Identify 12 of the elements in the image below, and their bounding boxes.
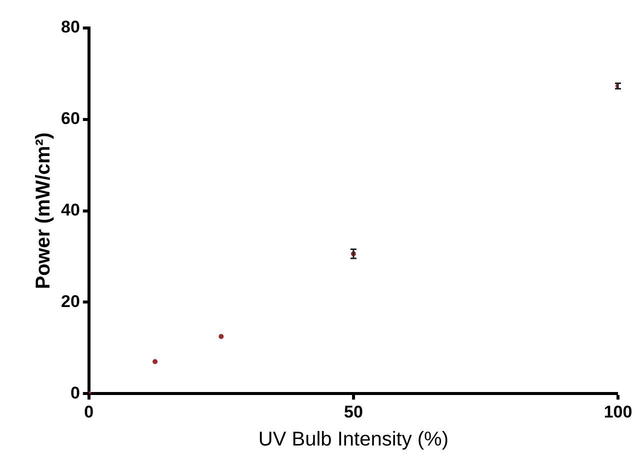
x-tick-label: 0 [84,402,94,422]
point [152,359,158,364]
x-axis-title: UV Bulb Intensity (%) [258,428,448,451]
x-tick-label: 50 [344,402,363,422]
y-tick-label: 80 [60,18,80,37]
y-tick-label: 60 [60,109,80,128]
point [218,334,224,339]
y-axis-title: Power (mW/cm²) [32,132,55,290]
y-tick-label: 40 [60,200,80,220]
y-tick-label: 0 [70,383,80,402]
y-tick-label: 20 [60,292,80,311]
x-tick-label: 100 [604,402,632,422]
